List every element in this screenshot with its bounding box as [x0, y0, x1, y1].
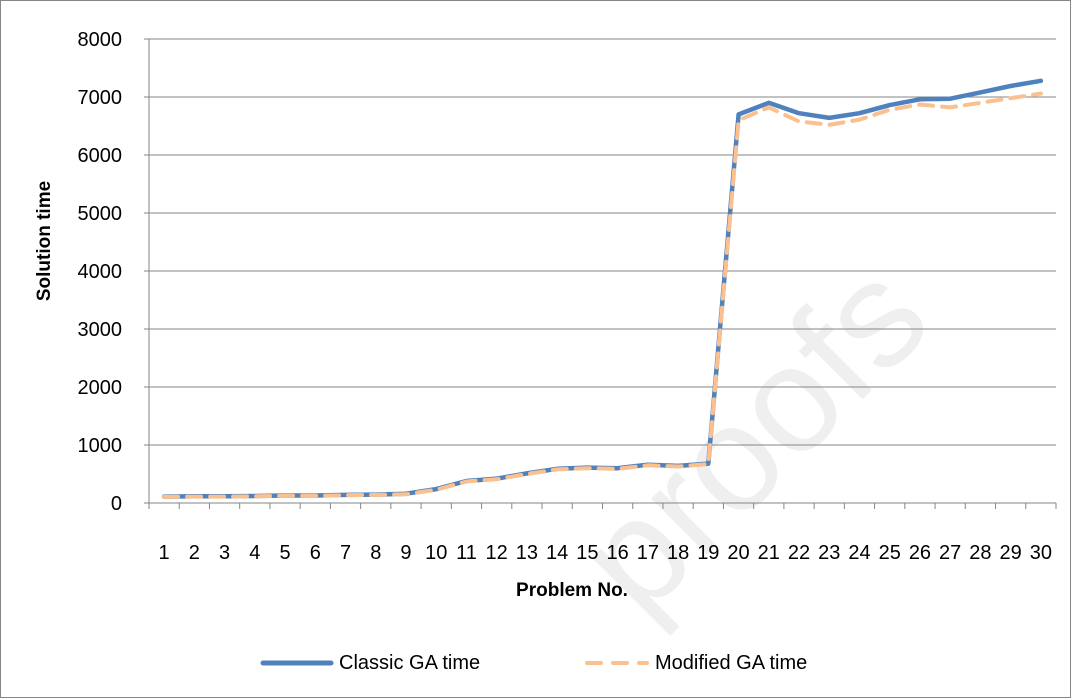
- y-axis-title: Solution time: [34, 181, 55, 301]
- x-tick-label: 25: [879, 542, 901, 564]
- x-tick-label: 30: [1030, 542, 1052, 564]
- x-tick-label: 6: [310, 542, 321, 564]
- series-line-1: [161, 78, 1044, 499]
- x-tick-label: 5: [279, 542, 290, 564]
- x-tick-label: 29: [1000, 542, 1022, 564]
- y-tick-label: 4000: [78, 261, 123, 283]
- series-line-2: [162, 91, 1043, 499]
- x-tick-label: 16: [606, 542, 628, 564]
- y-tick-label: 2000: [78, 377, 123, 399]
- x-tick-label: 11: [456, 542, 477, 564]
- x-tick-label: 1: [159, 542, 170, 564]
- series-layer: [161, 78, 1044, 499]
- x-tick-label: 2: [189, 542, 200, 564]
- x-tick-label: 17: [637, 542, 659, 564]
- x-tick-labels: 1 2 3 4 5 6 7 8 9 10 11 12 13 14 15 16 17 18 19 20 21 22 23 24 2…: [159, 542, 1052, 564]
- x-tick-label: 4: [249, 542, 260, 564]
- y-tick-label: 6000: [78, 145, 123, 167]
- x-tick-label: 22: [788, 542, 810, 564]
- y-tick-label: 8000: [78, 29, 123, 51]
- x-tick-label: 13: [516, 542, 538, 564]
- y-tick-label: 3000: [78, 319, 123, 341]
- y-tick-label: 1000: [78, 435, 123, 457]
- y-tick-label: 7000: [78, 87, 123, 109]
- x-tick-label: 9: [400, 542, 411, 564]
- legend: Classic GA time Modified GA time: [260, 652, 807, 674]
- x-tick-label: 18: [667, 542, 689, 564]
- x-axis-title: Problem No.: [516, 580, 628, 601]
- x-tick-label: 10: [425, 542, 447, 564]
- x-tick-label: 28: [969, 542, 991, 564]
- x-tick-label: 3: [219, 542, 230, 564]
- x-tick-label: 15: [576, 542, 598, 564]
- grid: [149, 38, 1056, 446]
- x-tick-label: 23: [818, 542, 840, 564]
- x-tick-label: 12: [486, 542, 508, 564]
- axes: [144, 38, 1057, 509]
- x-tick-label: 21: [758, 542, 780, 564]
- x-tick-label: 7: [340, 542, 351, 564]
- x-tick-label: 19: [697, 542, 719, 564]
- x-tick-label: 26: [909, 542, 931, 564]
- x-tick-label: 8: [370, 542, 381, 564]
- legend-label-1: Classic GA time: [339, 652, 480, 674]
- y-tick-label: 0: [111, 493, 122, 515]
- x-tick-label: 27: [939, 542, 961, 564]
- y-tick-labels: 0 1000 2000 3000 4000 5000 6000 7000 8000: [78, 29, 123, 515]
- x-tick-label: 20: [727, 542, 749, 564]
- x-tick-label: 24: [848, 542, 870, 564]
- y-tick-label: 5000: [78, 203, 123, 225]
- x-tick-label: 14: [546, 542, 568, 564]
- legend-label-2: Modified GA time: [655, 652, 807, 674]
